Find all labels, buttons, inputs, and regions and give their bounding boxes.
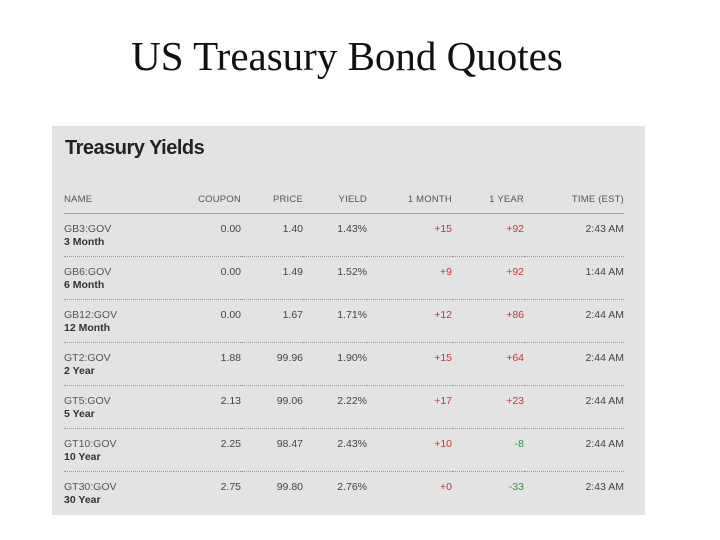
table-row[interactable]: GT10:GOV 10 Year 2.25 98.47 2.43% +10 -8 …	[64, 428, 624, 472]
ticker-link[interactable]: GT10:GOV	[64, 438, 117, 450]
term-label: 12 Month	[64, 322, 111, 334]
column-header-1-month: 1 MONTH	[367, 186, 452, 214]
ticker-link[interactable]: GT5:GOV	[64, 395, 111, 407]
price-value: 98.47	[276, 438, 303, 450]
yield-value: 1.71%	[337, 309, 367, 321]
term-label: 10 Year	[64, 451, 101, 463]
price-value: 1.49	[282, 266, 303, 278]
table-header-row: NAME COUPON PRICE YIELD 1 MONTH 1 YEAR T…	[64, 186, 624, 214]
ticker-link[interactable]: GB3:GOV	[64, 223, 112, 235]
one-year-change: -8	[514, 438, 524, 450]
time-value: 2:44 AM	[585, 438, 624, 450]
name-cell: GT10:GOV 10 Year	[64, 428, 174, 472]
term-label: 2 Year	[64, 365, 95, 377]
yield-value: 2.22%	[337, 395, 367, 407]
yield-value: 2.76%	[337, 481, 367, 493]
ticker-link[interactable]: GT30:GOV	[64, 481, 117, 493]
term-label: 3 Month	[64, 236, 105, 248]
table-row[interactable]: GB12:GOV 12 Month 0.00 1.67 1.71% +12 +86…	[64, 299, 624, 343]
one-year-change: +64	[506, 352, 524, 364]
yield-value: 1.52%	[337, 266, 367, 278]
treasury-yields-panel: Treasury Yields NAME COUPON PRICE YIELD …	[52, 126, 645, 515]
column-header-name: NAME	[64, 186, 174, 214]
one-year-change: +92	[506, 223, 524, 235]
time-value: 2:44 AM	[585, 309, 624, 321]
ticker-link[interactable]: GB6:GOV	[64, 266, 112, 278]
one-month-change: +9	[440, 266, 452, 278]
coupon-value: 2.75	[220, 481, 241, 493]
column-header-yield: YIELD	[303, 186, 367, 214]
time-value: 2:43 AM	[585, 481, 624, 493]
one-month-change: +15	[434, 223, 452, 235]
term-label: 6 Month	[64, 279, 105, 291]
one-year-change: -33	[508, 481, 524, 493]
coupon-value: 1.88	[220, 352, 241, 364]
column-header-1-year: 1 YEAR	[452, 186, 524, 214]
coupon-value: 0.00	[220, 223, 241, 235]
table-row[interactable]: GT30:GOV 30 Year 2.75 99.80 2.76% +0 -33 …	[64, 472, 624, 515]
one-month-change: +17	[434, 395, 452, 407]
column-header-coupon: COUPON	[174, 186, 241, 214]
ticker-link[interactable]: GB12:GOV	[64, 309, 118, 321]
coupon-value: 2.13	[220, 395, 241, 407]
one-month-change: +15	[434, 352, 452, 364]
one-month-change: +0	[440, 481, 452, 493]
time-value: 2:43 AM	[585, 223, 624, 235]
coupon-value: 0.00	[220, 266, 241, 278]
table-row[interactable]: GT2:GOV 2 Year 1.88 99.96 1.90% +15 +64 2…	[64, 342, 624, 386]
column-header-time: TIME (EST)	[524, 186, 624, 214]
one-month-change: +10	[434, 438, 452, 450]
name-cell: GT30:GOV 30 Year	[64, 472, 174, 515]
yield-value: 2.43%	[337, 438, 367, 450]
ticker-link[interactable]: GT2:GOV	[64, 352, 111, 364]
yield-value: 1.90%	[337, 352, 367, 364]
name-cell: GT5:GOV 5 Year	[64, 385, 174, 429]
coupon-value: 2.25	[220, 438, 241, 450]
one-year-change: +23	[506, 395, 524, 407]
time-value: 2:44 AM	[585, 352, 624, 364]
time-value: 2:44 AM	[585, 395, 624, 407]
price-value: 1.67	[282, 309, 303, 321]
name-cell: GB12:GOV 12 Month	[64, 299, 174, 343]
table-row[interactable]: GB6:GOV 6 Month 0.00 1.49 1.52% +9 +92 1:…	[64, 256, 624, 300]
price-value: 99.06	[276, 395, 303, 407]
name-cell: GT2:GOV 2 Year	[64, 342, 174, 386]
time-value: 1:44 AM	[585, 266, 624, 278]
term-label: 5 Year	[64, 408, 95, 420]
yield-value: 1.43%	[337, 223, 367, 235]
name-cell: GB3:GOV 3 Month	[64, 213, 174, 257]
yields-table: NAME COUPON PRICE YIELD 1 MONTH 1 YEAR T…	[64, 186, 624, 514]
one-year-change: +86	[506, 309, 524, 321]
table-row[interactable]: GB3:GOV 3 Month 0.00 1.40 1.43% +15 +92 2…	[64, 213, 624, 257]
name-cell: GB6:GOV 6 Month	[64, 256, 174, 300]
one-year-change: +92	[506, 266, 524, 278]
term-label: 30 Year	[64, 494, 101, 506]
slide-title: US Treasury Bond Quotes	[131, 33, 563, 79]
one-month-change: +12	[434, 309, 452, 321]
table-row[interactable]: GT5:GOV 5 Year 2.13 99.06 2.22% +17 +23 2…	[64, 385, 624, 429]
panel-heading: Treasury Yields	[65, 137, 205, 159]
price-value: 1.40	[282, 223, 303, 235]
price-value: 99.96	[276, 352, 303, 364]
coupon-value: 0.00	[220, 309, 241, 321]
price-value: 99.80	[276, 481, 303, 493]
column-header-price: PRICE	[241, 186, 303, 214]
